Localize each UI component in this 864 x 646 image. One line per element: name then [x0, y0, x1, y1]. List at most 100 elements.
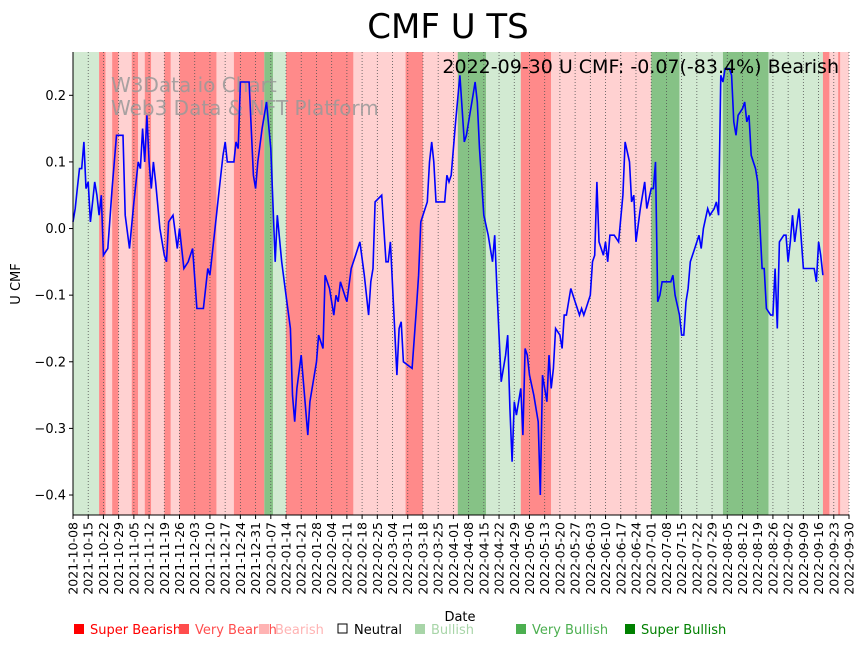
regime-band	[485, 52, 521, 515]
axes	[72, 52, 849, 516]
x-tick-label: 2022-09-16	[811, 522, 826, 595]
x-tick-label: 2022-04-15	[476, 522, 491, 595]
x-tick-label: 2022-06-03	[583, 522, 598, 595]
x-tick-label: 2022-02-11	[339, 522, 354, 595]
x-tick-label: 2022-05-13	[537, 522, 552, 595]
x-tick-label: 2022-07-22	[689, 522, 704, 595]
y-tick-label: 0.1	[45, 155, 66, 170]
x-tick-label: 2022-03-11	[400, 522, 415, 595]
regime-band	[73, 52, 100, 515]
regime-band	[405, 52, 423, 515]
regime-band	[840, 52, 849, 515]
regime-bands	[73, 52, 849, 515]
x-tick-label: 2022-09-02	[781, 522, 796, 595]
regime-band	[520, 52, 552, 515]
x-tick-label: 2021-10-29	[111, 522, 126, 595]
x-ticks: 2021-10-08 2021-10-15 2021-10-22 2021-10-29…	[66, 515, 857, 595]
x-tick-label: 2022-01-07	[263, 522, 278, 595]
x-tick-label: 2021-10-08	[66, 522, 81, 595]
regime-band	[272, 52, 287, 515]
regime-band	[286, 52, 354, 515]
x-tick-label: 2022-04-22	[492, 522, 507, 595]
regime-band	[422, 52, 458, 515]
legend-label: Very Bearish	[195, 623, 277, 638]
legend-swatch	[337, 623, 348, 634]
x-tick-label: 2021-10-22	[96, 522, 111, 595]
x-tick-label: 2021-12-03	[187, 522, 202, 595]
legend-swatch	[625, 624, 635, 634]
x-tick-label: 2021-10-15	[81, 522, 96, 595]
x-tick-label: 2022-06-10	[598, 522, 613, 595]
x-tick-label: 2022-05-20	[552, 522, 567, 595]
x-tick-label: 2022-01-14	[279, 522, 294, 595]
x-tick-label: 2022-03-04	[385, 522, 400, 595]
regime-band	[353, 52, 406, 515]
regime-band	[105, 52, 113, 515]
x-tick-label: 2022-09-30	[842, 522, 857, 595]
chart-title: CMF U TS	[367, 7, 528, 47]
x-tick-label: 2022-03-25	[431, 522, 446, 595]
regime-band	[144, 52, 152, 515]
regime-band	[112, 52, 119, 515]
legend-swatch	[74, 624, 84, 634]
legend-swatch	[259, 624, 269, 634]
regime-band	[138, 52, 145, 515]
y-tick-label: −0.1	[34, 289, 66, 304]
y-tick-label: −0.3	[34, 422, 66, 437]
y-tick-label: 0.0	[45, 222, 66, 237]
x-tick-label: 2022-07-08	[659, 522, 674, 595]
regime-band	[170, 52, 180, 515]
x-tick-label: 2021-12-24	[233, 522, 248, 595]
x-tick-label: 2022-07-29	[705, 522, 720, 595]
x-axis-label: Date	[444, 610, 475, 625]
regime-band	[679, 52, 723, 515]
watermark-line: W3Data.io Chart	[111, 73, 277, 97]
legend-label: Bullish	[431, 623, 474, 638]
legend-label: Neutral	[354, 623, 402, 638]
legend-swatch	[415, 624, 425, 634]
legend-label: Super Bearish	[90, 623, 181, 638]
regime-band	[822, 52, 830, 515]
legend-label: Very Bullish	[532, 623, 608, 638]
x-tick-label: 2022-08-12	[735, 522, 750, 595]
x-tick-label: 2021-11-12	[142, 522, 157, 595]
x-tick-label: 2022-05-27	[568, 522, 583, 595]
watermark-line: Web3 Data & NFT Platform	[111, 96, 379, 120]
x-tick-label: 2021-12-10	[202, 522, 217, 595]
x-tick-label: 2022-02-04	[324, 522, 339, 595]
x-tick-label: 2022-03-18	[416, 522, 431, 595]
x-tick-label: 2022-08-19	[750, 522, 765, 595]
y-ticks: 0.2 0.1 0.0 −0.1 −0.2 −0.3 −0.4	[34, 89, 73, 504]
y-axis-label: U CMF	[9, 263, 24, 304]
x-tick-label: 2022-06-17	[613, 522, 628, 595]
regime-band	[131, 52, 139, 515]
regime-band	[99, 52, 106, 515]
x-tick-label: 2022-07-01	[644, 522, 659, 595]
regime-band	[151, 52, 165, 515]
regime-band	[768, 52, 823, 515]
x-tick-label: 2022-04-08	[461, 522, 476, 595]
regime-band	[551, 52, 652, 515]
x-tick-label: 2022-04-01	[446, 522, 461, 595]
x-tick-label: 2022-02-18	[355, 522, 370, 595]
x-tick-label: 2022-08-26	[765, 522, 780, 595]
cmf-series-line	[72, 67, 824, 496]
x-tick-label: 2022-04-29	[507, 522, 522, 595]
x-tick-label: 2022-01-28	[309, 522, 324, 595]
y-tick-label: −0.4	[34, 489, 66, 504]
y-tick-label: 0.2	[45, 89, 66, 104]
regime-band	[164, 52, 171, 515]
legend-swatch	[179, 624, 189, 634]
x-tick-label: 2021-11-26	[172, 522, 187, 595]
regime-band	[118, 52, 132, 515]
regime-band	[651, 52, 680, 515]
regime-band	[264, 52, 273, 515]
x-tick-label: 2022-02-25	[370, 522, 385, 595]
x-tick-label: 2022-01-21	[294, 522, 309, 595]
x-tick-label: 2022-07-15	[674, 522, 689, 595]
regime-band	[722, 52, 769, 515]
x-tick-label: 2022-06-24	[629, 522, 644, 595]
regime-band	[457, 52, 486, 515]
